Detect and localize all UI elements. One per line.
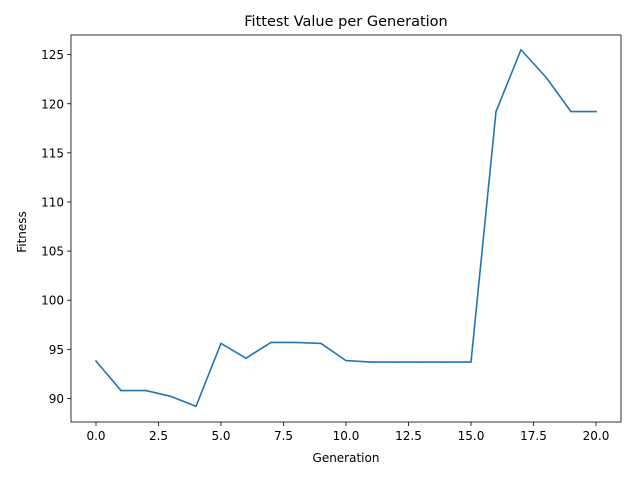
- y-tick-label: 105: [41, 245, 64, 259]
- x-tick-label: 0.0: [86, 429, 105, 443]
- y-axis-label: Fitness: [15, 211, 29, 253]
- data-point: [270, 341, 272, 344]
- plot-area: 0.0 2.5 5.0 7.5 10.0 12.5 15.0 17.5 20.0 90 95 100 1…: [41, 34, 622, 443]
- data-point: [220, 342, 222, 345]
- x-tick-label: 17.5: [520, 429, 547, 443]
- x-tick-label: 15.0: [458, 429, 485, 443]
- data-point: [495, 110, 497, 113]
- data-point: [520, 48, 522, 51]
- y-tick-label: 120: [41, 97, 64, 111]
- x-tick-label: 2.5: [149, 429, 168, 443]
- x-tick-label: 12.5: [395, 429, 422, 443]
- x-tick-label: 7.5: [274, 429, 293, 443]
- y-tick-label: 125: [41, 48, 64, 62]
- data-point: [195, 405, 197, 408]
- data-point: [545, 76, 547, 79]
- data-point: [170, 395, 172, 398]
- data-point: [395, 361, 397, 363]
- chart-title: Fittest Value per Generation: [244, 14, 447, 30]
- data-point: [370, 361, 372, 363]
- y-tick-label: 100: [41, 294, 64, 308]
- y-tick-label: 95: [49, 343, 64, 357]
- data-point: [320, 342, 322, 345]
- data-point: [470, 361, 472, 363]
- data-point: [420, 361, 422, 363]
- data-point: [295, 341, 297, 344]
- data-point: [570, 110, 572, 113]
- y-tick-label: 115: [41, 146, 64, 160]
- x-tick-label: 20.0: [583, 429, 610, 443]
- data-point: [120, 389, 122, 392]
- data-point: [145, 389, 147, 392]
- data-point: [345, 359, 347, 362]
- x-tick-label: 5.0: [211, 429, 230, 443]
- x-axis-label: Generation: [313, 451, 380, 465]
- data-point: [245, 357, 247, 359]
- x-tick-label: 10.0: [333, 429, 360, 443]
- data-point: [95, 360, 97, 362]
- data-point: [445, 361, 447, 363]
- data-point: [595, 110, 597, 113]
- y-tick-label: 110: [41, 195, 64, 209]
- y-tick-label: 90: [49, 392, 64, 406]
